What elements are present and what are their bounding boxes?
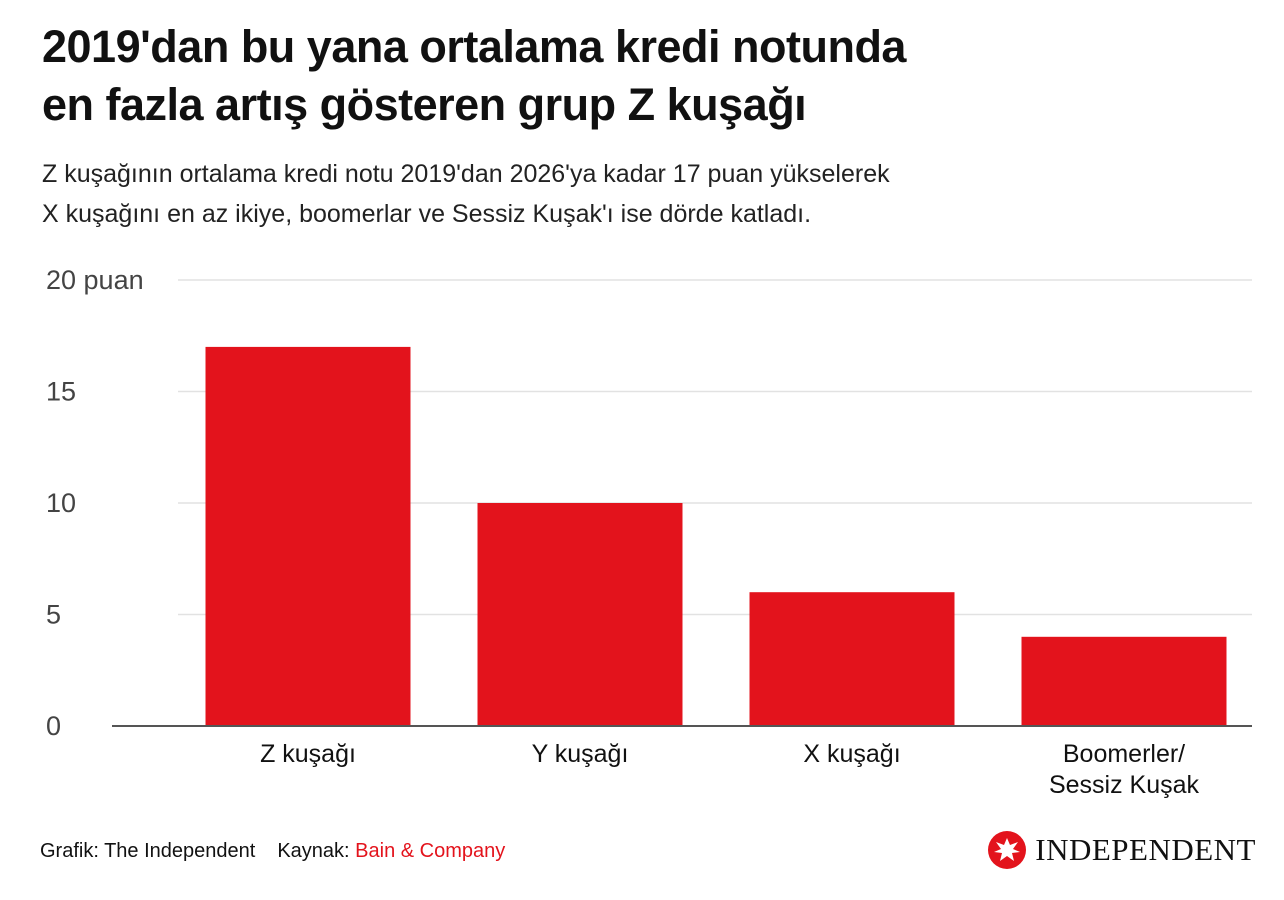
source-link[interactable]: Bain & Company xyxy=(355,840,506,862)
x-tick-label: X kuşağı xyxy=(803,740,900,768)
title-line-2: en fazla artış gösteren grup Z kuşağı xyxy=(42,79,807,130)
graphic-credit: Grafik: The Independent xyxy=(40,840,256,862)
subtitle-line-1: Z kuşağının ortalama kredi notu 2019'dan… xyxy=(42,160,890,188)
bar xyxy=(1021,636,1227,726)
bar xyxy=(205,346,411,726)
title-line-1: 2019'dan bu yana ortalama kredi notunda xyxy=(42,21,906,72)
bar xyxy=(477,503,683,726)
chart-title: 2019'dan bu yana ortalama kredi notunda … xyxy=(42,18,1242,134)
subtitle-line-2: X kuşağını en az ikiye, boomerlar ve Ses… xyxy=(42,200,812,228)
independent-logo[interactable]: INDEPENDENT xyxy=(987,828,1256,872)
y-tick-label: 0 xyxy=(46,711,61,741)
source-label: Kaynak: xyxy=(277,840,350,862)
y-tick-label: 10 xyxy=(46,488,76,518)
x-tick-label: Z kuşağı xyxy=(260,740,356,768)
y-tick-label: 20 puan xyxy=(46,265,144,295)
x-tick-label: Y kuşağı xyxy=(532,740,629,768)
bar xyxy=(749,592,955,726)
eagle-icon xyxy=(987,830,1027,870)
logo-text: INDEPENDENT xyxy=(1035,832,1256,867)
x-tick-label: Boomerler/Sessiz Kuşak xyxy=(1049,740,1200,799)
chart-subtitle: Z kuşağının ortalama kredi notu 2019'dan… xyxy=(42,154,1192,234)
y-tick-label: 5 xyxy=(46,600,61,630)
y-tick-label: 15 xyxy=(46,377,76,407)
footer: Grafik: The Independent Kaynak: Bain & Co… xyxy=(40,840,505,863)
